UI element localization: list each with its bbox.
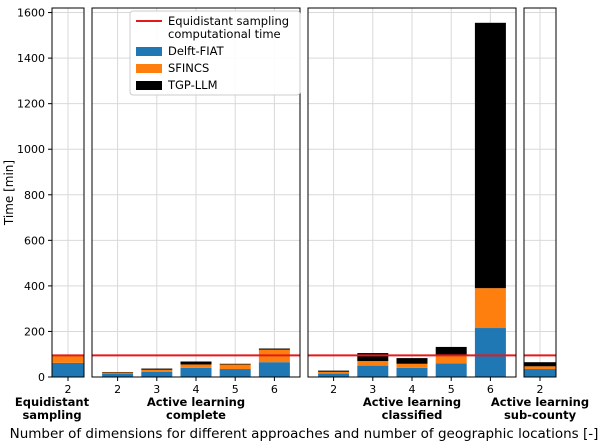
group-label: classified bbox=[382, 408, 443, 422]
bar-sfincs-active-learning-sub-county-2 bbox=[524, 366, 556, 370]
y-tick-label: 1200 bbox=[17, 98, 45, 111]
bar-tgp-llm-active-learning-sub-county-2 bbox=[524, 362, 556, 367]
legend-label-reference-line: Equidistant sampling bbox=[168, 14, 289, 28]
x-tick-label: 6 bbox=[271, 383, 278, 396]
group-label: Active learning bbox=[363, 395, 461, 409]
y-axis: 0 200 400 600 800 1000 1200 1400 1600 bbox=[17, 7, 52, 384]
bar-tgp-llm-active-learning-complete-5 bbox=[219, 363, 251, 365]
bar-tgp-llm-active-learning-classified-2 bbox=[318, 370, 350, 372]
bar-tgp-llm-active-learning-classified-4 bbox=[396, 358, 428, 364]
x-tick-label: 3 bbox=[153, 383, 160, 396]
x-tick-label: 2 bbox=[114, 383, 121, 396]
group-label: Active learning bbox=[491, 395, 589, 409]
bar-sfincs-active-learning-complete-5 bbox=[219, 364, 251, 370]
bar-delft-fiat-active-learning-classified-3 bbox=[357, 365, 389, 377]
x-tick-label: 5 bbox=[232, 383, 239, 396]
legend-label-sfincs: SFINCS bbox=[168, 61, 209, 75]
bar-sfincs-active-learning-complete-4 bbox=[180, 364, 212, 368]
group-label: Equidistant bbox=[15, 395, 90, 409]
legend-swatch-tgp-llm bbox=[136, 81, 162, 90]
bar-tgp-llm-active-learning-classified-5 bbox=[435, 346, 467, 356]
x-tick-label: 2 bbox=[330, 383, 337, 396]
bar-sfincs-active-learning-classified-4 bbox=[396, 363, 428, 368]
y-axis-label: Time [min] bbox=[2, 160, 16, 226]
group-label: complete bbox=[166, 408, 226, 422]
y-tick-label: 1000 bbox=[17, 143, 45, 156]
legend-swatch-delft-fiat bbox=[136, 47, 162, 56]
bar-delft-fiat-active-learning-complete-2 bbox=[102, 373, 134, 377]
bar-tgp-llm-active-learning-complete-6 bbox=[258, 348, 290, 350]
bar-tgp-llm-active-learning-classified-6 bbox=[474, 22, 506, 289]
y-tick-label: 1400 bbox=[17, 52, 45, 65]
y-tick-label: 800 bbox=[24, 189, 45, 202]
bar-delft-fiat-active-learning-sub-county-2 bbox=[524, 369, 556, 377]
bar-sfincs-active-learning-classified-5 bbox=[435, 355, 467, 364]
bar-sfincs-active-learning-classified-6 bbox=[474, 288, 506, 329]
bar-delft-fiat-active-learning-complete-6 bbox=[258, 362, 290, 377]
group-label: sampling bbox=[22, 408, 81, 422]
group-label: sub-county bbox=[504, 408, 577, 422]
bar-delft-fiat-active-learning-classified-6 bbox=[474, 328, 506, 377]
bar-delft-fiat-active-learning-complete-4 bbox=[180, 367, 212, 377]
legend-label-reference-line-2: computational time bbox=[168, 27, 281, 41]
y-tick-label: 400 bbox=[24, 280, 45, 293]
legend-frame bbox=[129, 10, 301, 96]
y-tick-label: 200 bbox=[24, 325, 45, 338]
bar-delft-fiat-active-learning-classified-4 bbox=[396, 367, 428, 377]
x-tick-label: 2 bbox=[65, 383, 72, 396]
bar-tgp-llm-active-learning-classified-3 bbox=[357, 353, 389, 362]
bar-tgp-llm-active-learning-complete-4 bbox=[180, 361, 212, 365]
bar-delft-fiat-active-learning-classified-5 bbox=[435, 363, 467, 377]
group-label: Active learning bbox=[147, 395, 245, 409]
x-tick-label: 2 bbox=[537, 383, 544, 396]
bar-delft-fiat-equidistant-sampling-2 bbox=[52, 362, 84, 377]
legend-swatch-sfincs bbox=[136, 64, 162, 73]
x-tick-label: 4 bbox=[409, 383, 416, 396]
x-tick-label: 3 bbox=[369, 383, 376, 396]
x-tick-label: 4 bbox=[193, 383, 200, 396]
y-tick-label: 0 bbox=[38, 371, 45, 384]
x-axis-label: Number of dimensions for different appro… bbox=[10, 426, 599, 442]
bar-tgp-llm-active-learning-complete-3 bbox=[141, 368, 173, 370]
bar-delft-fiat-active-learning-complete-5 bbox=[219, 369, 251, 377]
bar-sfincs-active-learning-complete-2 bbox=[102, 372, 134, 374]
x-tick-label: 6 bbox=[487, 383, 494, 396]
bar-sfincs-equidistant-sampling-2 bbox=[52, 354, 84, 363]
x-tick-label: 5 bbox=[448, 383, 455, 396]
bar-delft-fiat-active-learning-classified-2 bbox=[318, 373, 350, 377]
bar-sfincs-active-learning-complete-3 bbox=[141, 369, 173, 372]
legend: Equidistant sampling computational time … bbox=[129, 10, 301, 96]
bar-delft-fiat-active-learning-complete-3 bbox=[141, 371, 173, 377]
bar-sfincs-active-learning-classified-3 bbox=[357, 361, 389, 366]
y-tick-label: 1600 bbox=[17, 7, 45, 20]
legend-label-tgp-llm: TGP-LLM bbox=[167, 78, 218, 92]
y-tick-label: 600 bbox=[24, 234, 45, 247]
legend-label-delft-fiat: Delft-FIAT bbox=[168, 44, 225, 58]
bar-sfincs-active-learning-classified-2 bbox=[318, 371, 350, 374]
